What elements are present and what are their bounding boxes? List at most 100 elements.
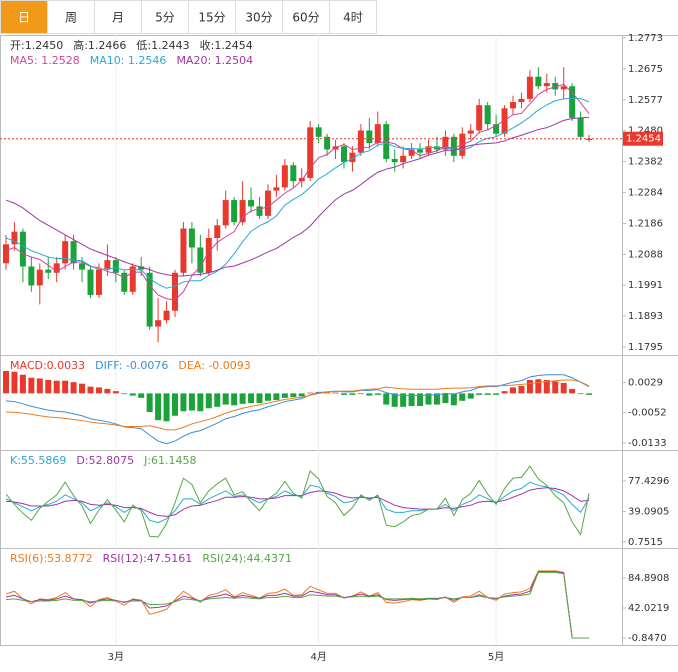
legend-entry: D:52.8075 — [76, 454, 134, 467]
macd-bar — [349, 393, 356, 395]
series-line — [5, 379, 590, 431]
macd-bar — [467, 393, 474, 399]
y-tick-label: 1.1893 — [628, 311, 663, 322]
series-line — [5, 570, 590, 639]
candle-body — [180, 228, 187, 273]
macd-bar — [129, 393, 136, 396]
series-line — [5, 97, 590, 289]
macd-bar — [45, 379, 52, 394]
macd-bar — [459, 393, 466, 401]
legend-entry: 高:1.2466 — [73, 38, 126, 52]
candle-body — [11, 231, 18, 245]
macd-bar — [264, 393, 271, 401]
candle-body — [290, 165, 297, 182]
macd-bar — [95, 387, 102, 394]
series-line — [5, 571, 590, 639]
legend-entry: RSI(24):44.4371 — [202, 552, 292, 565]
macd-bar — [484, 393, 491, 395]
candle-body — [349, 152, 356, 163]
macd-bar — [577, 393, 584, 395]
tab[interactable] — [0, 0, 48, 34]
macd-bar — [433, 393, 440, 405]
tab-label[interactable]: 60分 — [292, 11, 319, 25]
macd-bar — [188, 393, 195, 411]
macd-bar — [307, 392, 314, 394]
tab[interactable] — [141, 0, 189, 34]
macd-bar — [425, 393, 432, 405]
macd-bar — [273, 393, 280, 401]
y-tick-label: 1.2675 — [628, 64, 663, 75]
tab-label[interactable]: 日 — [18, 11, 30, 25]
macd-bar — [104, 388, 111, 394]
macd-bar — [36, 378, 43, 394]
macd-bar — [324, 392, 331, 394]
candle-body — [374, 124, 381, 144]
tab[interactable] — [47, 0, 95, 34]
x-tick-label: 3月 — [108, 651, 124, 663]
candle-body — [484, 105, 491, 125]
macd-bar — [374, 393, 381, 395]
tab-label[interactable]: 15分 — [198, 11, 225, 25]
macd-bar — [510, 387, 516, 394]
y-tick-label: 77.4296 — [628, 476, 669, 487]
macd-bar — [11, 371, 18, 394]
y-tick-label: -0.8470 — [628, 633, 667, 644]
macd-bar — [476, 393, 483, 395]
candle-body — [281, 165, 288, 188]
macd-bar — [155, 393, 162, 421]
tab[interactable] — [188, 0, 236, 34]
tab-label[interactable]: 5分 — [155, 11, 175, 25]
candle-body — [391, 158, 398, 163]
macd-bar — [214, 393, 221, 407]
legend-entry: K:55.5869 — [10, 454, 66, 467]
y-tick-label: 1.2284 — [628, 187, 663, 198]
y-tick-label: 0.0029 — [628, 378, 663, 389]
tab[interactable] — [329, 0, 377, 34]
frame — [0, 35, 678, 646]
candle-body — [552, 83, 559, 90]
macd-bar — [341, 393, 347, 395]
macd-bar — [138, 393, 145, 398]
candle-body — [501, 108, 508, 134]
candle-body — [493, 124, 500, 134]
y-tick-label: 39.0905 — [628, 506, 669, 517]
candle-body — [3, 244, 9, 264]
x-tick-label: 5月 — [488, 651, 504, 663]
legend-entry: DEA: -0.0093 — [178, 359, 250, 372]
macd-bar — [442, 393, 449, 404]
macd-bar — [3, 371, 9, 394]
candle-body — [408, 149, 415, 156]
tab-label[interactable]: 周 — [65, 11, 77, 25]
macd-bar — [586, 393, 593, 395]
macd-bar — [239, 393, 246, 404]
macd-bar — [298, 393, 305, 397]
macd-bar — [518, 385, 525, 394]
candle-body — [510, 102, 516, 109]
tab[interactable] — [235, 0, 283, 34]
candle-body — [87, 269, 94, 295]
legend-entry: RSI(12):47.5161 — [103, 552, 193, 565]
tab-label[interactable]: 4时 — [343, 11, 363, 25]
legend-entry: 开:1.2450 — [10, 39, 63, 52]
macd-bar — [62, 380, 69, 394]
candle-body — [197, 247, 204, 273]
last-price-tag — [623, 131, 663, 146]
candle-body — [121, 272, 128, 292]
macd-bar — [146, 393, 153, 412]
tab[interactable] — [94, 0, 142, 34]
candle-body — [324, 136, 331, 150]
candle-body — [569, 86, 576, 118]
candle-body — [307, 127, 314, 178]
legend-entry: DIFF: -0.0076 — [95, 359, 168, 372]
tab-label[interactable]: 30分 — [245, 11, 272, 25]
candle-body — [366, 130, 373, 144]
tab-label[interactable]: 月 — [112, 11, 124, 25]
legend-entry: 收:1.2454 — [200, 38, 253, 52]
y-tick-label: 84.8908 — [628, 573, 669, 584]
macd-bar — [53, 380, 60, 394]
candle-body — [112, 260, 119, 273]
series-line — [5, 116, 590, 277]
macd-bar — [281, 393, 288, 398]
series-line — [5, 465, 590, 538]
